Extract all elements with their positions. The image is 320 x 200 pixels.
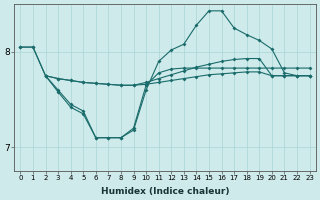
X-axis label: Humidex (Indice chaleur): Humidex (Indice chaleur) (101, 187, 229, 196)
